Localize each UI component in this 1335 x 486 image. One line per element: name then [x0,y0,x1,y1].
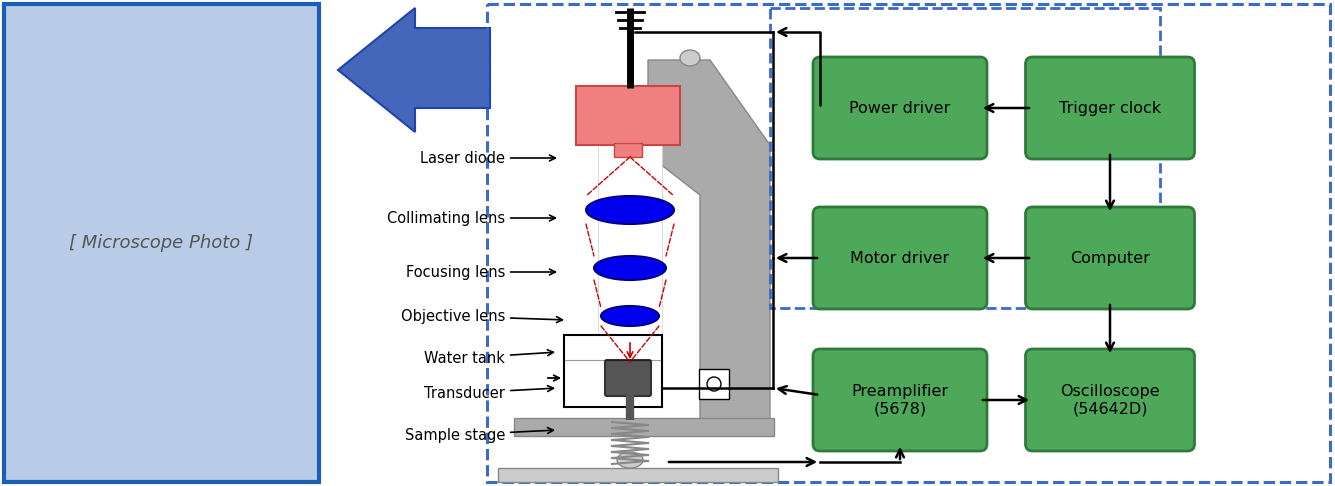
FancyBboxPatch shape [813,207,987,309]
Ellipse shape [594,256,666,280]
Text: Preamplifier
(5678): Preamplifier (5678) [852,384,949,416]
Text: Power driver: Power driver [849,101,951,116]
Text: Computer: Computer [1071,250,1149,265]
FancyBboxPatch shape [563,335,662,407]
FancyBboxPatch shape [1025,57,1195,159]
Text: Sample stage: Sample stage [405,428,554,442]
Ellipse shape [601,306,659,326]
FancyBboxPatch shape [1025,207,1195,309]
Polygon shape [338,8,490,132]
FancyBboxPatch shape [598,88,662,338]
FancyBboxPatch shape [1025,349,1195,451]
FancyBboxPatch shape [4,4,319,482]
Text: [ Microscope Photo ]: [ Microscope Photo ] [69,234,254,252]
Ellipse shape [586,196,674,224]
Text: Motor driver: Motor driver [850,250,949,265]
FancyBboxPatch shape [700,369,729,399]
Text: Water tank: Water tank [425,350,554,365]
Ellipse shape [680,50,700,66]
FancyBboxPatch shape [575,86,680,145]
Text: Collimating lens: Collimating lens [387,210,555,226]
FancyBboxPatch shape [514,418,774,436]
Ellipse shape [708,377,721,391]
Ellipse shape [617,452,643,468]
FancyBboxPatch shape [813,57,987,159]
Polygon shape [647,60,770,428]
Text: Focusing lens: Focusing lens [406,264,555,279]
FancyBboxPatch shape [614,143,642,157]
Text: Laser diode: Laser diode [421,151,555,166]
Text: Objective lens: Objective lens [400,309,562,324]
Text: Transducer: Transducer [425,385,554,400]
FancyBboxPatch shape [813,349,987,451]
FancyBboxPatch shape [498,468,778,482]
Text: Trigger clock: Trigger clock [1059,101,1161,116]
Text: Oscilloscope
(54642D): Oscilloscope (54642D) [1060,384,1160,416]
FancyBboxPatch shape [605,360,651,396]
